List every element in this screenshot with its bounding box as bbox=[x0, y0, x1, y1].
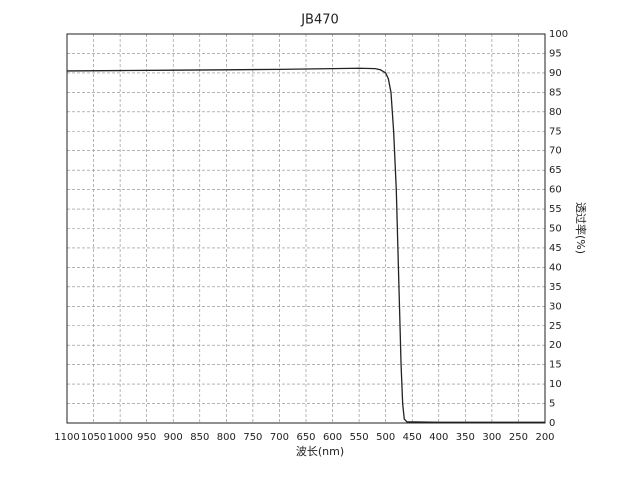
y-tick-label: 55 bbox=[549, 204, 562, 215]
y-tick-label: 80 bbox=[549, 107, 562, 118]
y-tick-label: 15 bbox=[549, 360, 562, 371]
y-tick-label: 10 bbox=[549, 379, 562, 390]
x-tick-label: 450 bbox=[403, 432, 422, 443]
x-tick-label: 300 bbox=[482, 432, 501, 443]
y-tick-label: 70 bbox=[549, 146, 562, 157]
y-tick-label: 65 bbox=[549, 165, 562, 176]
y-tick-label: 60 bbox=[549, 185, 562, 196]
x-tick-label: 850 bbox=[190, 432, 209, 443]
y-tick-label: 5 bbox=[549, 399, 555, 410]
plot-frame bbox=[66, 33, 546, 424]
chart-title: JB470 bbox=[300, 13, 339, 28]
y-tick-label: 50 bbox=[549, 224, 562, 235]
y-tick-label: 75 bbox=[549, 126, 562, 137]
x-tick-label: 500 bbox=[376, 432, 395, 443]
y-tick-label: 0 bbox=[549, 418, 555, 429]
x-tick-label: 600 bbox=[323, 432, 342, 443]
y-tick-label: 100 bbox=[549, 29, 568, 40]
x-tick-label: 900 bbox=[164, 432, 183, 443]
x-tick-label: 350 bbox=[456, 432, 475, 443]
x-tick-label: 700 bbox=[270, 432, 289, 443]
y-tick-label: 20 bbox=[549, 340, 562, 351]
y-tick-label: 90 bbox=[549, 68, 562, 79]
x-tick-label: 800 bbox=[217, 432, 236, 443]
x-tick-label: 200 bbox=[535, 432, 554, 443]
y-tick-label: 45 bbox=[549, 243, 562, 254]
y-tick-label: 35 bbox=[549, 282, 562, 293]
x-tick-label: 650 bbox=[296, 432, 315, 443]
x-tick-label: 1100 bbox=[54, 432, 79, 443]
x-tick-label: 1050 bbox=[81, 432, 106, 443]
y-tick-label: 85 bbox=[549, 87, 562, 98]
x-tick-label: 950 bbox=[137, 432, 156, 443]
y-axis-label: 透过率(%) bbox=[574, 202, 588, 254]
y-tick-label: 95 bbox=[549, 48, 562, 59]
x-axis-label: 波长(nm) bbox=[296, 445, 344, 458]
data-line bbox=[66, 67, 545, 423]
x-tick-label: 1000 bbox=[107, 432, 132, 443]
x-tick-label: 750 bbox=[243, 432, 262, 443]
x-tick-label: 400 bbox=[429, 432, 448, 443]
y-tick-label: 40 bbox=[549, 262, 562, 273]
y-tick-label: 25 bbox=[549, 321, 562, 332]
x-tick-label: 550 bbox=[350, 432, 369, 443]
y-tick-label: 30 bbox=[549, 301, 562, 312]
x-tick-label: 250 bbox=[509, 432, 528, 443]
